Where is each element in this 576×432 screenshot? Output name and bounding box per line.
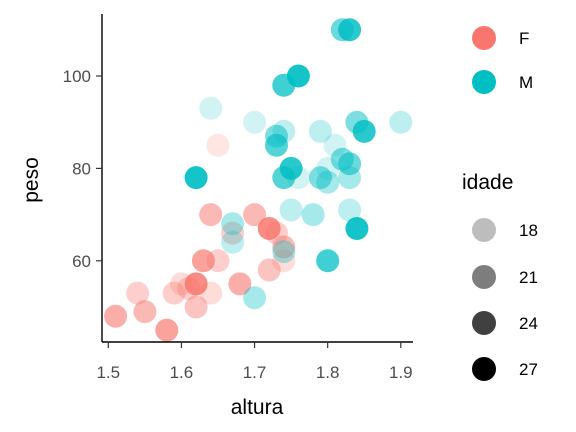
point-M-28: [338, 198, 362, 222]
point-F-12: [206, 249, 230, 273]
x-tick-label-1.8: 1.8: [316, 363, 340, 382]
point-F-4: [162, 281, 186, 305]
point-F-17: [257, 258, 281, 282]
point-F-20: [272, 235, 296, 259]
point-M-19: [316, 170, 340, 194]
point-M-12: [272, 240, 296, 264]
point-F-8: [184, 295, 208, 319]
point-F-16: [243, 203, 267, 227]
x-ticks: 1.5 1.6 1.7 1.8 1.9: [96, 342, 413, 382]
point-M-3: [221, 230, 245, 254]
point-M-11: [279, 156, 303, 180]
point-F-15: [228, 272, 252, 296]
legend-key-24: [472, 311, 496, 335]
point-F-14: [221, 221, 245, 245]
point-M-9: [272, 119, 296, 143]
x-tick-label-1.7: 1.7: [243, 363, 267, 382]
legend-key-M: [472, 70, 496, 94]
legend-alpha: idade 18 21 24 27: [462, 171, 538, 381]
legend-key-27: [472, 357, 496, 381]
point-F-10: [199, 203, 223, 227]
point-M-13: [279, 198, 303, 222]
point-M-5: [243, 110, 267, 134]
point-M-30: [345, 217, 369, 240]
point-F-18: [257, 217, 281, 240]
point-F-13: [206, 133, 230, 157]
legend-key-18: [472, 218, 496, 242]
point-F-7: [184, 272, 208, 296]
point-M-15: [286, 166, 310, 190]
legend-label-27: 27: [519, 360, 538, 379]
point-M-31: [352, 119, 376, 143]
y-tick-label-100: 100: [63, 67, 91, 86]
legend-key-F: [472, 26, 496, 50]
legend-label-21: 21: [519, 268, 538, 287]
points-layer: [104, 18, 413, 342]
y-axis-title: peso: [20, 157, 43, 203]
point-M-18: [308, 166, 332, 190]
legend-title-idade: idade: [462, 171, 513, 194]
legend-label-18: 18: [519, 221, 538, 240]
point-M-25: [338, 18, 362, 42]
legend-key-21: [472, 265, 496, 289]
y-tick-label-60: 60: [72, 252, 91, 271]
point-F-2: [133, 300, 157, 324]
y-tick-label-80: 80: [72, 159, 91, 178]
legend-label-F: F: [519, 29, 529, 48]
point-F-11: [199, 281, 223, 305]
x-tick-label-1.5: 1.5: [96, 363, 120, 382]
x-tick-label-1.6: 1.6: [170, 363, 194, 382]
legend-label-24: 24: [519, 314, 538, 333]
point-M-7: [265, 133, 288, 157]
point-M-32: [389, 110, 413, 134]
point-M-17: [308, 119, 332, 143]
point-M-2: [221, 212, 245, 236]
legend-label-M: M: [519, 73, 533, 92]
point-F-3: [155, 318, 179, 342]
point-M-1: [199, 96, 223, 120]
plot-area: 1.5 1.6 1.7 1.8 1.9 60 80 100: [63, 14, 413, 382]
point-F-9: [191, 249, 215, 273]
point-M-26: [338, 152, 362, 176]
point-F-0: [104, 304, 128, 328]
legend-color: F M: [472, 26, 533, 94]
y-ticks: 60 80 100: [63, 67, 102, 271]
point-F-21: [272, 249, 296, 273]
point-M-21: [316, 249, 340, 273]
point-M-4: [243, 286, 267, 310]
point-M-27: [338, 166, 362, 190]
point-M-14: [286, 64, 310, 88]
point-M-0: [184, 166, 208, 190]
point-M-16: [301, 203, 325, 227]
x-axis-title: altura: [231, 396, 284, 419]
x-tick-label-1.9: 1.9: [389, 363, 413, 382]
point-F-1: [126, 281, 150, 305]
